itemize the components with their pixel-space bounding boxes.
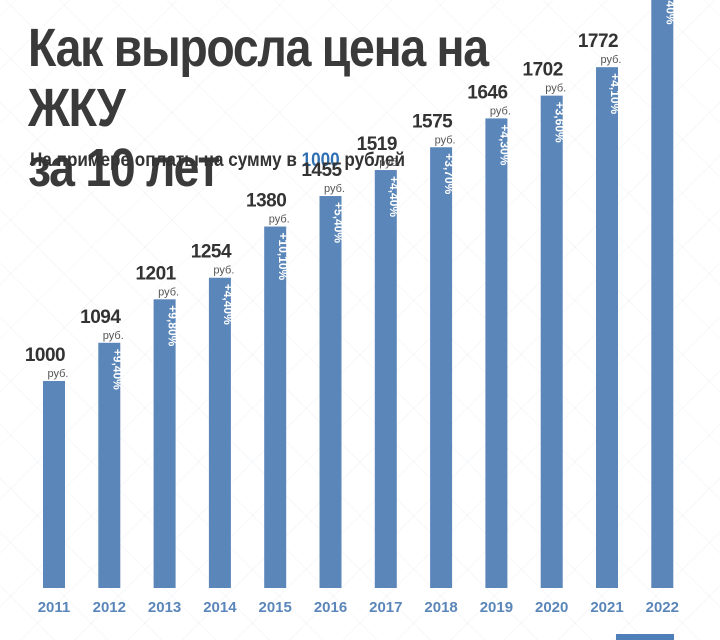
unit-label-2017: руб.: [379, 157, 400, 169]
year-label-2014: 2014: [203, 599, 237, 616]
unit-label-2018: руб.: [435, 134, 456, 146]
subtitle-prefix: На примере оплаты на сумму в: [30, 150, 302, 171]
year-label-2015: 2015: [259, 599, 292, 616]
unit-label-2016: руб.: [324, 183, 345, 195]
growth-label-2022: +13,40%: [663, 0, 677, 25]
value-label-2017: 1519: [357, 134, 397, 155]
year-label-2011: 2011: [38, 599, 71, 616]
value-label-2011: 1000: [25, 345, 65, 366]
year-label-2022: 2022: [646, 599, 679, 616]
bar-2022: [651, 0, 674, 589]
bar-2016: [319, 196, 342, 589]
year-label-2017: 2017: [369, 599, 402, 616]
year-label-2016: 2016: [314, 599, 347, 616]
value-label-2012: 1094: [80, 307, 121, 328]
unit-label-2012: руб.: [103, 330, 124, 342]
growth-label-2020: +3,60%: [553, 102, 567, 143]
value-label-2013: 1201: [135, 263, 176, 284]
unit-label-2021: руб.: [601, 54, 622, 66]
bar-2020: [540, 95, 563, 589]
growth-label-2021: +4,10%: [608, 73, 622, 114]
year-label-2020: 2020: [535, 599, 568, 616]
growth-label-2016: +5,40%: [332, 202, 346, 243]
bar-2011: [43, 381, 65, 588]
value-label-2021: 1772: [578, 31, 618, 52]
value-label-2018: 1575: [412, 111, 453, 132]
bar-2015: [264, 226, 287, 588]
chart-title: Как выросла цена на ЖКУ за 10 лет: [28, 18, 561, 198]
unit-label-2020: руб.: [545, 83, 566, 95]
year-label-2019: 2019: [480, 599, 513, 616]
value-label-2016: 1455: [301, 160, 342, 181]
growth-label-2015: +10,10%: [276, 233, 290, 281]
chart-subtitle: На примере оплаты на сумму в 1000 рублей: [30, 150, 405, 172]
unit-label-2013: руб.: [158, 286, 179, 298]
growth-label-2018: +3,70%: [442, 153, 456, 194]
value-label-2019: 1646: [467, 82, 507, 103]
bar-2021: [596, 67, 618, 588]
unit-label-2015: руб.: [269, 214, 290, 226]
bar-2013: [153, 299, 176, 588]
title-line-2: за 10 лет: [28, 138, 220, 198]
subtitle-suffix: рублей: [339, 150, 405, 171]
corner-tag: [616, 634, 674, 640]
bar-2012: [98, 342, 121, 588]
unit-label-2014: руб.: [213, 265, 234, 277]
bar-2019: [485, 118, 508, 588]
subtitle-amount: 1000: [301, 150, 340, 171]
value-label-2020: 1702: [523, 60, 563, 81]
growth-label-2017: +4,40%: [387, 176, 401, 217]
unit-label-2011: руб.: [48, 368, 69, 380]
unit-label-2019: руб.: [490, 105, 511, 117]
growth-label-2014: +4,40%: [221, 284, 235, 325]
growth-label-2012: +9,40%: [110, 349, 124, 390]
year-label-2013: 2013: [148, 599, 181, 616]
bar-2014: [208, 277, 231, 588]
growth-label-2013: +9,80%: [166, 305, 180, 346]
bar-2017: [374, 170, 397, 589]
year-label-2018: 2018: [424, 599, 457, 616]
year-label-2012: 2012: [93, 599, 126, 616]
growth-label-2019: +4,30%: [497, 124, 511, 165]
bar-2018: [430, 147, 453, 588]
value-label-2015: 1380: [246, 191, 286, 212]
title-line-1: Как выросла цена на ЖКУ: [28, 18, 489, 138]
value-label-2014: 1254: [191, 242, 232, 263]
year-label-2021: 2021: [590, 599, 623, 616]
